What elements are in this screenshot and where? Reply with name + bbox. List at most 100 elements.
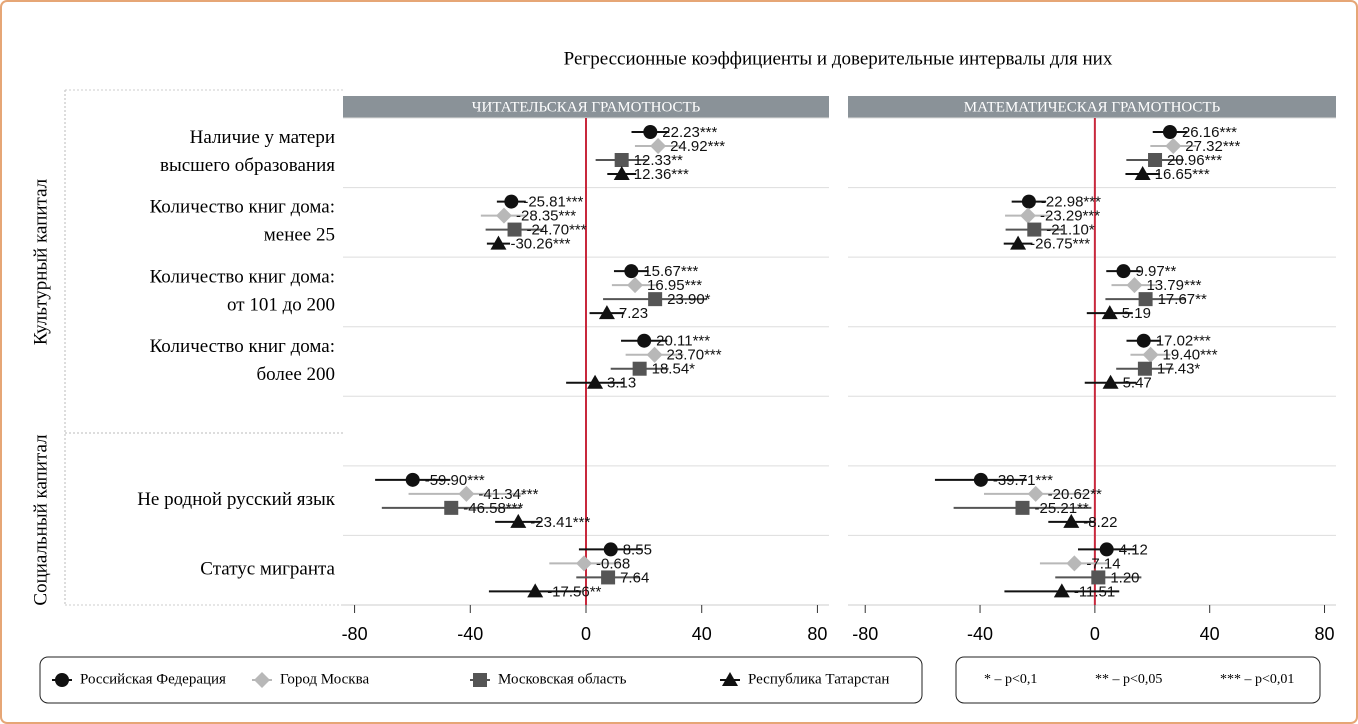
point: [527, 583, 544, 598]
value-label: 22.23***: [662, 124, 717, 141]
category-label: Статус мигранта: [200, 559, 335, 580]
x-tick-label: 40: [692, 624, 712, 644]
value-label: -17.56**: [547, 583, 601, 600]
value-label: 17.43*: [1157, 361, 1201, 378]
panel-title: МАТЕМАТИЧЕСКАЯ ГРАМОТНОСТЬ: [964, 99, 1221, 115]
note: ** – p<0,05: [1095, 672, 1162, 687]
point: [587, 374, 604, 389]
point: [624, 264, 639, 279]
point: [646, 346, 663, 363]
value-label: -30.26***: [510, 236, 570, 253]
point: [637, 333, 652, 348]
point: [1148, 153, 1163, 167]
value-label: -11.51: [1074, 583, 1115, 600]
value-label: -7.14: [1086, 555, 1120, 572]
value-label: -20.62**: [1048, 486, 1102, 503]
value-label: 5.47: [1123, 375, 1152, 392]
point: [613, 166, 630, 180]
value-label: 19.40***: [1163, 347, 1218, 364]
value-label: 8.55: [623, 541, 652, 558]
point: [614, 153, 629, 167]
value-label: 23.70***: [667, 347, 722, 364]
value-label: 18.54*: [652, 361, 696, 378]
point: [1053, 583, 1070, 598]
x-tick-label: -40: [457, 624, 483, 644]
note: *** – p<0,01: [1220, 672, 1294, 687]
point: [1162, 125, 1177, 139]
x-tick-label: 80: [807, 624, 827, 644]
value-label: 4.12: [1119, 541, 1148, 558]
legend-marker: [55, 673, 69, 687]
category-label: Количество книг дома:: [150, 336, 335, 357]
value-label: 9.97**: [1135, 263, 1176, 280]
point: [598, 305, 615, 320]
value-label: 16.65***: [1155, 166, 1210, 183]
point: [510, 513, 527, 528]
point: [490, 235, 507, 250]
point: [1137, 361, 1152, 376]
point: [632, 361, 647, 376]
value-label: -25.21**: [1035, 500, 1089, 517]
point: [1102, 374, 1119, 389]
point: [444, 500, 459, 515]
value-label: 24.92***: [670, 138, 725, 155]
point: [405, 472, 420, 487]
point: [1126, 277, 1143, 294]
legend-marker: [254, 672, 270, 688]
value-label: -0.68: [596, 555, 630, 572]
category-label: Количество книг дома:: [150, 197, 335, 218]
point: [648, 292, 663, 307]
value-label: -21.10*: [1046, 222, 1095, 239]
value-label: -23.41***: [530, 514, 590, 531]
value-label: -22.98***: [1041, 194, 1101, 211]
point: [1015, 500, 1030, 515]
legend-label: Республика Татарстан: [748, 671, 889, 687]
point: [973, 472, 988, 487]
value-label: 1.20: [1110, 569, 1139, 586]
panel-strip: [343, 96, 829, 118]
point: [1027, 222, 1042, 237]
value-label: -41.34***: [478, 486, 538, 503]
value-label: -28.35***: [516, 208, 576, 225]
value-label: 13.79***: [1146, 277, 1201, 294]
category-label: от 101 до 200: [227, 294, 335, 315]
point: [1027, 485, 1044, 502]
value-label: 7.64: [620, 569, 649, 586]
value-label: 17.02***: [1156, 333, 1211, 350]
point: [495, 207, 512, 224]
point: [603, 542, 618, 557]
point: [1142, 346, 1159, 363]
point: [507, 222, 522, 237]
x-tick-label: 40: [1200, 624, 1220, 644]
category-label: Не родной русский язык: [137, 489, 336, 510]
value-label: 20.11***: [656, 333, 710, 350]
point: [1116, 264, 1131, 279]
point: [1066, 555, 1083, 572]
legend-marker: [473, 673, 487, 687]
panel-title: ЧИТАТЕЛЬСКАЯ ГРАМОТНОСТЬ: [472, 99, 701, 115]
value-label: -26.75***: [1030, 236, 1090, 253]
value-label: 15.67***: [643, 263, 698, 280]
value-label: 16.95***: [647, 277, 702, 294]
chart-title: Регрессионные коэффициенты и доверительн…: [564, 48, 1113, 69]
value-label: 27.32***: [1185, 138, 1240, 155]
value-label: -24.70***: [527, 222, 587, 239]
legend-label: Российская Федерация: [80, 671, 226, 687]
value-label: 20.96***: [1167, 152, 1222, 169]
value-label: 23.90*: [667, 291, 711, 308]
x-tick-label: -40: [967, 624, 993, 644]
point: [1099, 542, 1114, 557]
value-label: 7.23: [619, 305, 648, 322]
point: [1165, 138, 1182, 154]
category-label: менее 25: [264, 225, 335, 246]
note: * – p<0,1: [984, 672, 1037, 687]
point: [1091, 570, 1106, 585]
point: [1138, 292, 1153, 307]
value-label: -46.58***: [463, 500, 523, 517]
category-label: высшего образования: [160, 155, 335, 176]
point: [627, 277, 644, 294]
legend-marker: [722, 672, 738, 686]
point: [601, 570, 616, 585]
